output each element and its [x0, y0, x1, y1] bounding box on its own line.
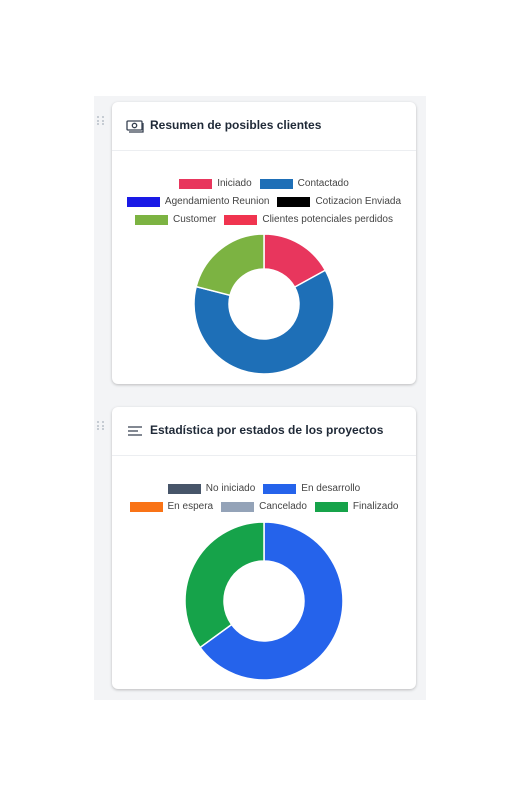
legend-swatch: [224, 214, 258, 225]
card-header: Resumen de posibles clientes: [112, 102, 416, 151]
chart-legend: Customer Clientes potenciales perdidos: [112, 214, 416, 225]
chart-legend: No iniciado En desarrollo: [112, 483, 416, 494]
card-title: Estadística por estados de los proyectos: [150, 423, 384, 437]
chart-legend: Agendamiento Reunion Cotizacion Enviada: [112, 196, 416, 207]
legend-item[interactable]: En espera: [129, 501, 213, 512]
legend-swatch: [277, 196, 311, 207]
list-icon: [128, 426, 142, 436]
donut-slice-finalizado[interactable]: [184, 521, 265, 649]
legend-swatch: [135, 214, 168, 225]
legend-swatch: [263, 483, 297, 494]
legend-swatch: [221, 501, 255, 512]
legend-item[interactable]: Cancelado: [221, 501, 307, 512]
project-status-card: Estadística por estados de los proyectos…: [112, 407, 416, 689]
legend-item[interactable]: Finalizado: [314, 501, 399, 512]
chart-legend: En espera Cancelado Finalizado: [112, 501, 416, 512]
legend-item[interactable]: Contactado: [259, 178, 349, 189]
legend-swatch: [179, 178, 213, 189]
legend-item[interactable]: Cotizacion Enviada: [277, 196, 401, 207]
legend-swatch: [259, 178, 293, 189]
money-icon: [126, 120, 144, 133]
legend-item[interactable]: Customer: [135, 214, 216, 225]
drag-handle-icon[interactable]: [97, 421, 105, 431]
legend-item[interactable]: Iniciado: [179, 178, 252, 189]
donut-slice-contactado[interactable]: [193, 269, 335, 375]
leads-donut-chart: [193, 233, 335, 375]
leads-summary-card: Resumen de posibles clientes Iniciado Co…: [112, 102, 416, 384]
legend-item[interactable]: No iniciado: [167, 483, 255, 494]
donut-slice-customer[interactable]: [195, 233, 265, 297]
card-title: Resumen de posibles clientes: [150, 118, 322, 132]
legend-item[interactable]: Clientes potenciales perdidos: [224, 214, 393, 225]
card-header: Estadística por estados de los proyectos: [112, 407, 416, 456]
donut-slice-en-desarrollo[interactable]: [199, 521, 344, 681]
project-status-donut-chart: [184, 521, 344, 681]
legend-item[interactable]: En desarrollo: [263, 483, 360, 494]
chart-legend: Iniciado Contactado: [112, 178, 416, 189]
legend-item[interactable]: Agendamiento Reunion: [126, 196, 269, 207]
legend-swatch: [126, 196, 160, 207]
legend-swatch: [167, 483, 201, 494]
legend-swatch: [314, 501, 348, 512]
legend-swatch: [129, 501, 163, 512]
drag-handle-icon[interactable]: [97, 116, 105, 126]
